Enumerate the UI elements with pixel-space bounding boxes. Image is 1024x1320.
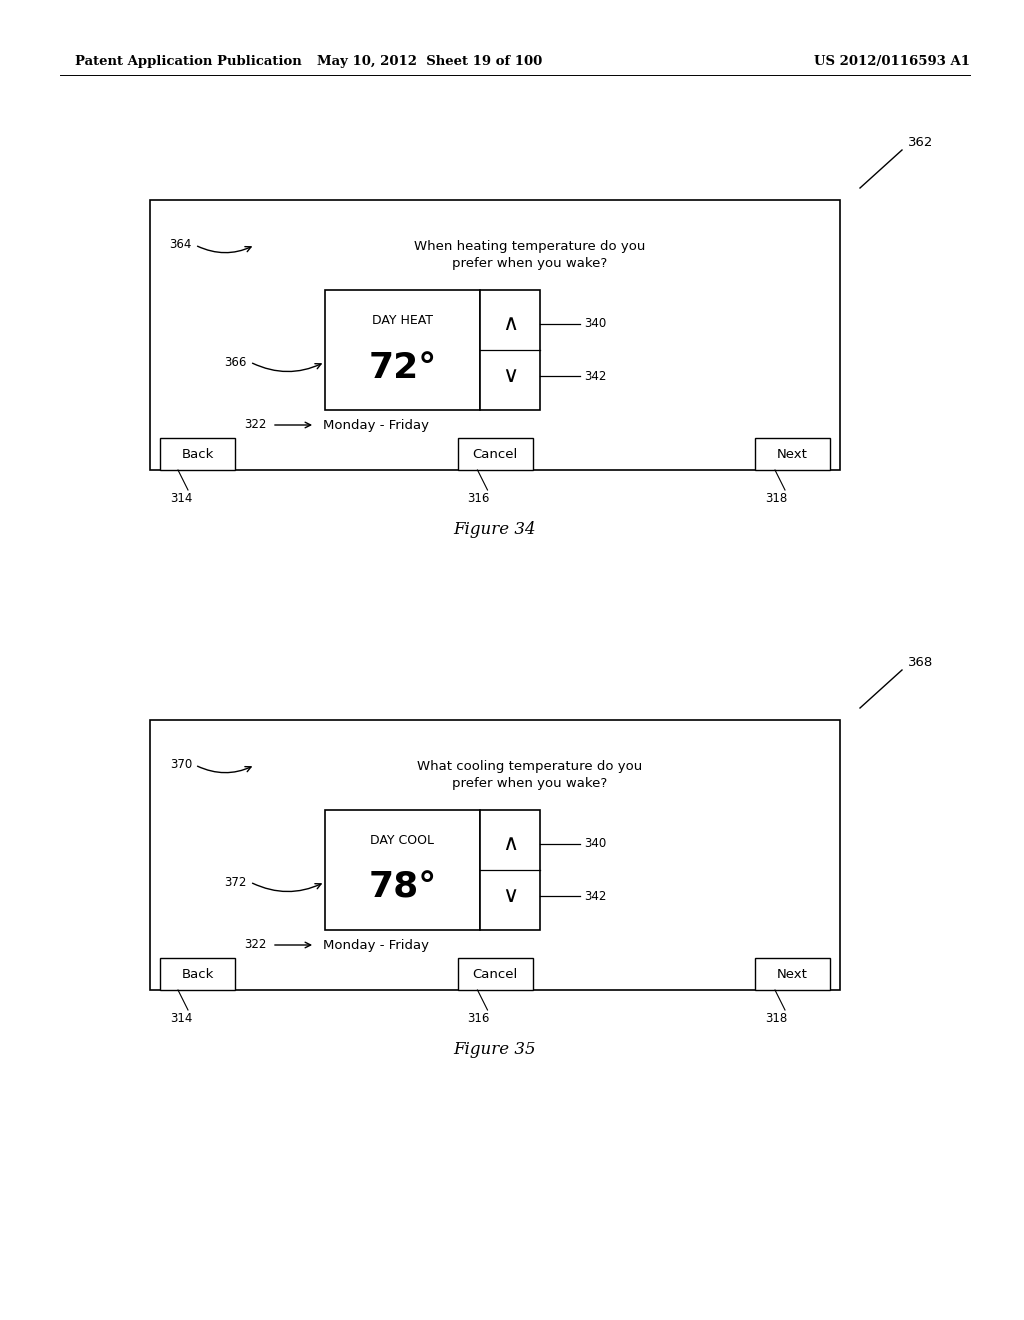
Text: 318: 318 xyxy=(765,492,787,506)
Text: 78°: 78° xyxy=(369,871,436,906)
Text: 314: 314 xyxy=(170,1012,193,1026)
Text: 316: 316 xyxy=(468,492,489,506)
Text: 342: 342 xyxy=(584,370,606,383)
Text: Next: Next xyxy=(777,447,808,461)
Text: When heating temperature do you
prefer when you wake?: When heating temperature do you prefer w… xyxy=(414,240,645,271)
Text: 370: 370 xyxy=(170,759,193,771)
Text: ∨: ∨ xyxy=(502,887,518,907)
Bar xyxy=(325,290,480,411)
Text: 342: 342 xyxy=(584,890,606,903)
Text: What cooling temperature do you
prefer when you wake?: What cooling temperature do you prefer w… xyxy=(417,760,642,789)
Bar xyxy=(458,958,532,990)
Bar xyxy=(160,958,234,990)
Text: Patent Application Publication: Patent Application Publication xyxy=(75,55,302,69)
Text: Figure 34: Figure 34 xyxy=(454,521,537,539)
Bar xyxy=(160,438,234,470)
Bar xyxy=(480,290,540,411)
Bar xyxy=(480,810,540,931)
Bar xyxy=(150,719,840,990)
FancyArrowPatch shape xyxy=(198,247,251,252)
Text: ∧: ∧ xyxy=(502,834,518,854)
Text: 340: 340 xyxy=(584,317,606,330)
Text: Monday - Friday: Monday - Friday xyxy=(323,939,429,952)
Text: 72°: 72° xyxy=(369,351,436,385)
Text: ∨: ∨ xyxy=(502,367,518,387)
Text: 368: 368 xyxy=(908,656,933,668)
Text: May 10, 2012  Sheet 19 of 100: May 10, 2012 Sheet 19 of 100 xyxy=(317,55,543,69)
Text: 372: 372 xyxy=(224,875,247,888)
Text: US 2012/0116593 A1: US 2012/0116593 A1 xyxy=(814,55,970,69)
Text: 314: 314 xyxy=(170,492,193,506)
Text: 322: 322 xyxy=(245,939,267,952)
Text: 318: 318 xyxy=(765,1012,787,1026)
Bar xyxy=(755,438,830,470)
Text: Back: Back xyxy=(181,968,214,981)
Text: Back: Back xyxy=(181,447,214,461)
Text: ∧: ∧ xyxy=(502,314,518,334)
Text: 316: 316 xyxy=(468,1012,489,1026)
Text: DAY HEAT: DAY HEAT xyxy=(372,314,433,326)
Bar xyxy=(458,438,532,470)
Text: Figure 35: Figure 35 xyxy=(454,1041,537,1059)
Text: DAY COOL: DAY COOL xyxy=(371,833,434,846)
Text: Cancel: Cancel xyxy=(472,447,517,461)
Text: 364: 364 xyxy=(170,239,193,252)
FancyArrowPatch shape xyxy=(274,422,310,428)
Bar xyxy=(150,201,840,470)
Text: Monday - Friday: Monday - Friday xyxy=(323,418,429,432)
Text: 362: 362 xyxy=(908,136,933,149)
FancyArrowPatch shape xyxy=(253,363,322,371)
Text: 340: 340 xyxy=(584,837,606,850)
Text: Next: Next xyxy=(777,968,808,981)
Text: 366: 366 xyxy=(224,355,247,368)
FancyArrowPatch shape xyxy=(274,942,310,948)
FancyArrowPatch shape xyxy=(198,766,251,772)
Bar xyxy=(755,958,830,990)
Bar xyxy=(325,810,480,931)
Text: 322: 322 xyxy=(245,418,267,432)
FancyArrowPatch shape xyxy=(253,883,322,891)
Text: Cancel: Cancel xyxy=(472,968,517,981)
